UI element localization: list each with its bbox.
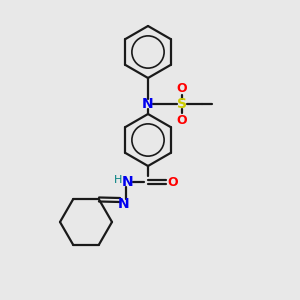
Text: O: O <box>177 113 187 127</box>
Text: N: N <box>122 175 134 189</box>
Text: N: N <box>142 97 154 111</box>
Text: N: N <box>118 197 130 211</box>
Text: S: S <box>177 97 187 111</box>
Text: H: H <box>114 175 122 185</box>
Text: O: O <box>177 82 187 94</box>
Text: O: O <box>168 176 178 188</box>
